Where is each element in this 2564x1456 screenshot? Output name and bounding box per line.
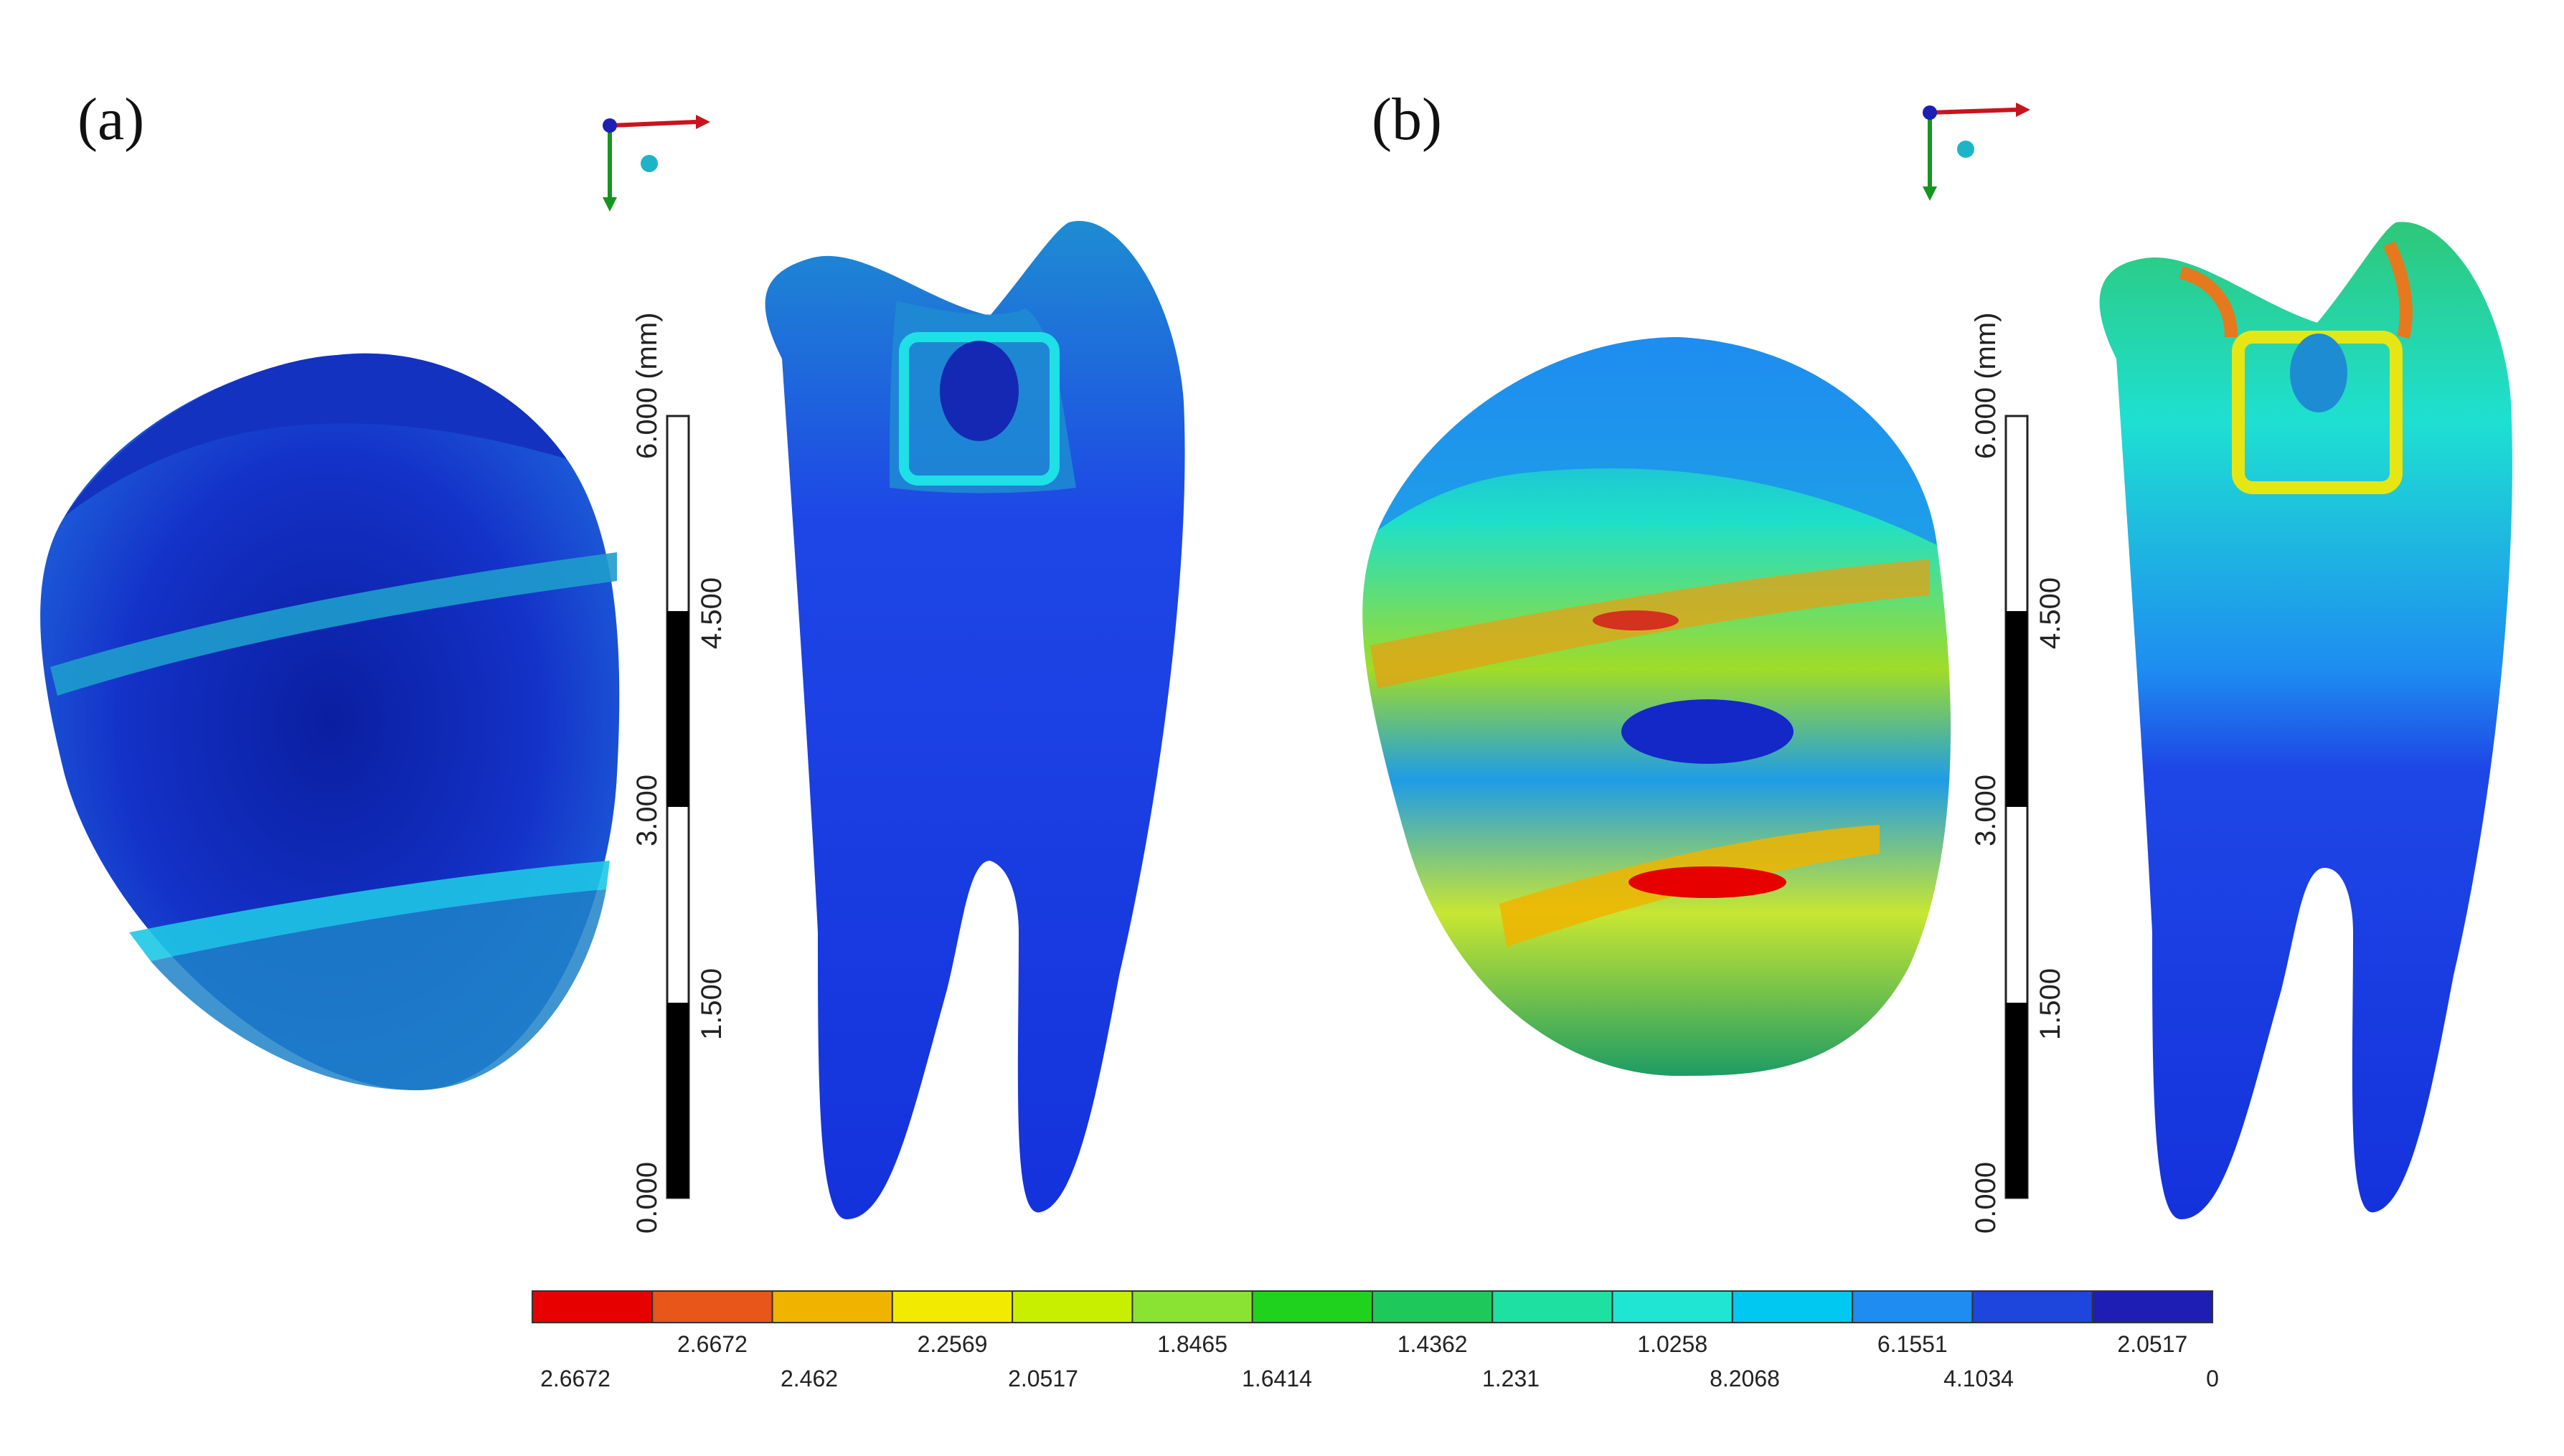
occlusal-view-a <box>40 353 620 1090</box>
legend-top-label: 1.4362 <box>1397 1331 1468 1357</box>
x-axis-arrow-a <box>609 120 697 128</box>
legend-bottom-label: 4.1034 <box>1943 1366 2014 1391</box>
scale-bar-a-tick-2: 3.000 <box>631 774 663 846</box>
legend-top-label: 6.1551 <box>1877 1331 1948 1357</box>
legend-swatch <box>1971 1290 2093 1323</box>
legend-swatch <box>1372 1290 1494 1323</box>
scale-bar-a <box>666 415 690 1199</box>
legend-swatch <box>771 1290 893 1323</box>
legend-swatch <box>1491 1290 1613 1323</box>
legend-swatch <box>2091 1290 2214 1323</box>
scale-bar-b-tick-1: 1.500 <box>2035 968 2066 1040</box>
z-axis-dot-b <box>1923 105 1937 120</box>
legend-top-label: 2.2569 <box>917 1331 988 1357</box>
z-axis-dot-a <box>603 118 617 133</box>
view-sphere-b <box>1957 141 1974 158</box>
legend-swatch <box>1012 1290 1133 1323</box>
legend-swatch <box>1852 1290 1974 1323</box>
legend-swatch <box>1251 1290 1373 1323</box>
axis-triad-a <box>603 115 710 212</box>
legend-bottom-label: 8.2068 <box>1710 1366 1780 1391</box>
axis-triad-b <box>1923 103 2030 201</box>
x-axis-arrow-b <box>1929 108 2017 115</box>
legend-top-label: 2.6672 <box>677 1331 748 1357</box>
view-sphere-a <box>641 155 658 172</box>
legend-bottom-label: 2.0517 <box>1008 1366 1078 1391</box>
scale-bar-b-unit-label: 6.000 (mm) <box>1970 312 2002 460</box>
legend-top-label: 2.0517 <box>2117 1331 2188 1357</box>
scale-bar-b <box>2004 415 2029 1199</box>
legend-top-label: 1.0258 <box>1637 1331 1708 1357</box>
occlusal-view-b <box>1362 337 1951 1076</box>
panel-label-b: (b) <box>1372 86 1442 153</box>
color-legend <box>532 1290 2214 1323</box>
scale-bar-a-unit-label: 6.000 (mm) <box>631 312 663 460</box>
legend-bottom-label: 0 <box>2206 1366 2219 1391</box>
tooth-side-view-a <box>765 220 1185 1220</box>
legend-swatch <box>1611 1290 1733 1323</box>
legend-bottom-label: 2.6672 <box>540 1366 611 1391</box>
legend-bottom-label: 1.6414 <box>1242 1366 1312 1391</box>
legend-swatch <box>651 1290 773 1323</box>
scale-bar-b-tick-0: 0.000 <box>1970 1161 2002 1234</box>
legend-swatch <box>891 1290 1014 1323</box>
scale-bar-a-tick-3: 4.500 <box>696 577 727 649</box>
scale-bar-a-tick-0: 0.000 <box>631 1161 663 1234</box>
scale-bar-b-tick-2: 3.000 <box>1970 774 2002 846</box>
legend-top-label: 1.8465 <box>1157 1331 1227 1357</box>
legend-swatch <box>532 1290 654 1323</box>
legend-bottom-label: 2.462 <box>780 1366 839 1391</box>
legend-swatch <box>1731 1290 1854 1323</box>
scale-bar-a-tick-1: 1.500 <box>696 968 727 1040</box>
tooth-side-view-b <box>2099 222 2512 1220</box>
legend-swatch <box>1131 1290 1253 1323</box>
panel-label-a: (a) <box>77 86 145 153</box>
scale-bar-b-tick-3: 4.500 <box>2035 577 2066 649</box>
legend-bottom-label: 1.231 <box>1481 1366 1540 1391</box>
